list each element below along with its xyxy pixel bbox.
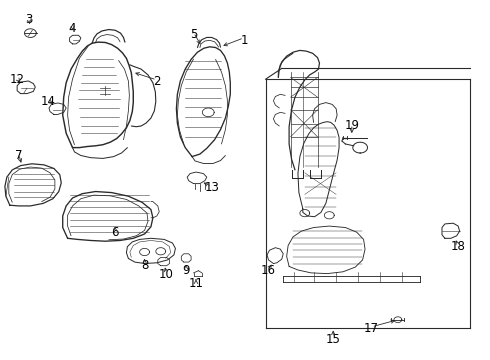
Text: 15: 15 bbox=[326, 333, 341, 346]
Text: 16: 16 bbox=[261, 264, 276, 277]
Text: 17: 17 bbox=[364, 322, 379, 335]
Text: 4: 4 bbox=[69, 22, 76, 35]
Text: 8: 8 bbox=[141, 259, 148, 272]
Text: 5: 5 bbox=[190, 28, 197, 41]
Text: 18: 18 bbox=[451, 240, 465, 253]
Text: 6: 6 bbox=[111, 226, 119, 239]
Text: 1: 1 bbox=[240, 34, 248, 47]
Text: 12: 12 bbox=[10, 73, 24, 86]
Text: 11: 11 bbox=[189, 277, 203, 290]
Text: 9: 9 bbox=[182, 264, 190, 277]
Text: 13: 13 bbox=[204, 181, 219, 194]
Text: 14: 14 bbox=[41, 95, 55, 108]
Text: 7: 7 bbox=[15, 149, 23, 162]
Text: 2: 2 bbox=[153, 75, 161, 88]
Text: 10: 10 bbox=[159, 268, 174, 281]
Text: 19: 19 bbox=[344, 119, 359, 132]
Text: 3: 3 bbox=[24, 13, 32, 26]
